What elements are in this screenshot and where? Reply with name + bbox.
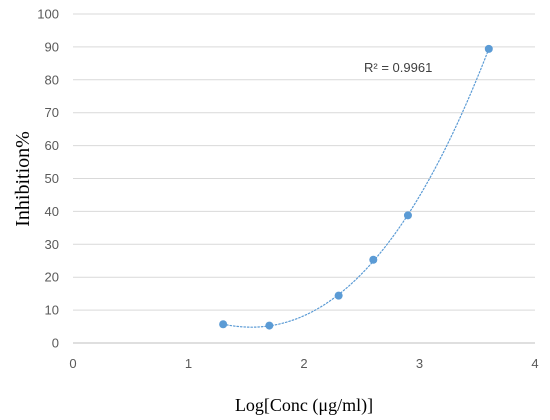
y-tick-label: 10 [45,303,59,318]
x-tick-label: 3 [416,356,423,371]
y-tick-label: 100 [37,7,59,22]
data-points [219,44,493,330]
y-tick-label: 20 [45,270,59,285]
gridlines [73,13,535,344]
y-tick-label: 60 [45,138,59,153]
y-tick-label: 90 [45,39,59,54]
y-tick-label: 50 [45,171,59,186]
y-tick-label: 30 [45,237,59,252]
y-axis-title: Inhibition% [12,131,34,227]
y-tick-label: 40 [45,204,59,219]
data-point [403,211,412,220]
y-tick-label: 80 [45,72,59,87]
x-tick-label: 4 [531,356,538,371]
data-point [219,320,228,329]
data-point [484,44,493,53]
x-tick-label: 2 [300,356,307,371]
y-tick-labels: 0 10 20 30 40 50 60 70 80 90 100 [37,7,59,351]
x-tick-labels: 0 1 2 3 4 [69,356,538,371]
trendline [222,48,490,328]
trendline-curve [222,48,490,328]
r-squared-annotation: R² = 0.9961 [364,60,432,75]
data-point [369,255,378,264]
x-tick-label: 0 [69,356,76,371]
data-point [334,291,343,300]
y-tick-label: 0 [52,336,59,351]
y-tick-label: 70 [45,105,59,120]
x-tick-label: 1 [185,356,192,371]
data-point [265,321,274,330]
x-axis-title: Log[Conc (μg/ml)] [235,395,373,416]
